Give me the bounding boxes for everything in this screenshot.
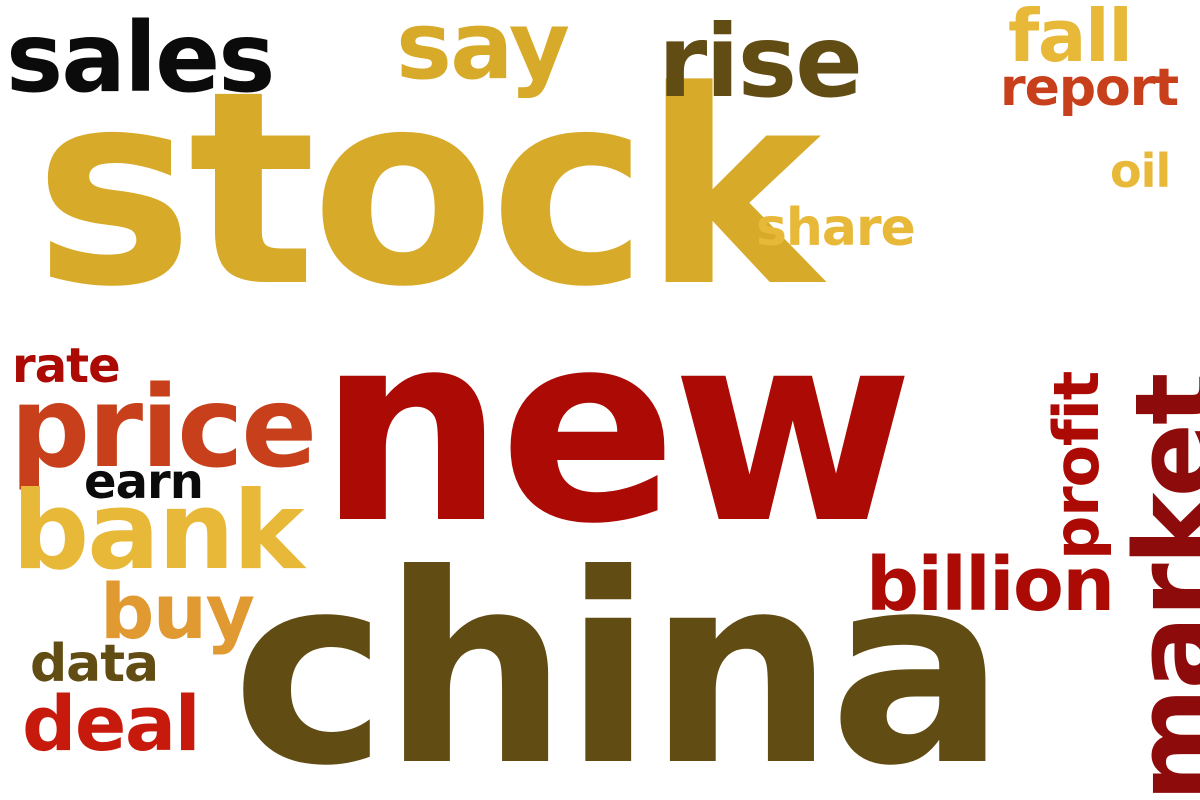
word-new: new [318, 276, 914, 581]
word-rise: rise [658, 3, 863, 120]
word-fall: fall [1008, 0, 1133, 78]
word-sales: sales [6, 2, 275, 114]
word-china: china [232, 518, 1006, 800]
word-billion: billion [866, 542, 1115, 628]
word-oil: oil [1110, 144, 1171, 198]
word-bank: bank [12, 469, 304, 594]
word-stock: stock [34, 34, 821, 346]
word-market: market [1111, 374, 1200, 800]
word-deal: deal [22, 679, 201, 768]
word-share: share [756, 198, 916, 258]
word-data: data [30, 634, 159, 694]
word-buy: buy [100, 567, 255, 656]
word-report: report [1000, 58, 1179, 118]
word-earn: earn [84, 454, 204, 510]
word-profit: profit [1040, 372, 1113, 560]
word-say: say [396, 0, 570, 101]
word-rate: rate [12, 338, 121, 394]
word-price: price [10, 363, 317, 493]
